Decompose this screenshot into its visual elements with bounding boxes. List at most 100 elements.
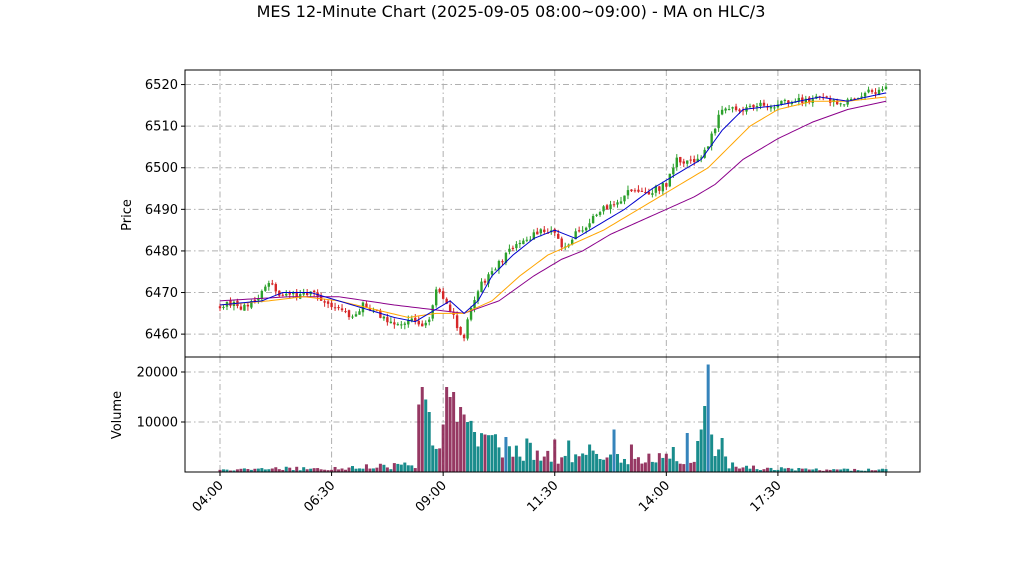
volume-bar	[699, 429, 703, 472]
candle-body	[720, 109, 724, 115]
volume-bar	[804, 468, 808, 472]
volume-bar	[253, 468, 257, 472]
volume-bar	[246, 469, 250, 472]
volume-bar	[309, 468, 313, 472]
volume-bar	[235, 469, 239, 472]
volume-bar	[758, 470, 762, 472]
volume-bar	[263, 469, 267, 472]
candle-body	[536, 231, 539, 235]
volume-bar	[504, 437, 508, 472]
volume-bar	[455, 422, 459, 472]
candle-body	[584, 227, 588, 231]
volume-bar	[347, 467, 351, 472]
candle-body	[393, 322, 396, 325]
candle-body	[867, 89, 870, 93]
candle-body	[532, 232, 536, 240]
candle-body	[455, 315, 459, 329]
volume-bar	[685, 433, 689, 472]
candle-body	[497, 261, 501, 270]
candle-body	[804, 98, 808, 104]
candle-body	[738, 109, 741, 112]
candle-body	[344, 311, 347, 313]
volume-bar	[553, 439, 557, 472]
volume-bar	[643, 462, 647, 472]
volume-bar	[769, 467, 773, 472]
volume-y-ticks: 10000 20000	[137, 366, 185, 431]
volume-bar	[633, 458, 637, 472]
candle-body	[860, 96, 863, 98]
volume-bar	[267, 469, 271, 472]
volume-bar	[563, 455, 567, 472]
volume-bar	[846, 468, 850, 472]
volume-bar	[420, 387, 424, 472]
volume-bar	[783, 468, 787, 472]
volume-bar	[431, 445, 435, 472]
volume-bar	[333, 466, 337, 472]
volume-bar	[514, 445, 518, 472]
volume-bar	[260, 468, 264, 472]
candle-body	[525, 239, 529, 241]
candle-body	[305, 293, 309, 296]
candle-body	[727, 109, 731, 111]
candle-body	[689, 159, 692, 161]
candle-body	[326, 301, 330, 304]
candle-body	[661, 183, 665, 192]
volume-bar	[734, 466, 738, 472]
volume-bar	[382, 464, 386, 472]
volume-bar	[626, 464, 630, 472]
candle-body	[647, 191, 651, 195]
candle-body	[884, 86, 888, 89]
candle-body	[724, 108, 727, 111]
volume-bar	[441, 424, 445, 472]
candle-body	[292, 292, 295, 295]
volume-bar	[295, 466, 299, 472]
volume-bar	[807, 469, 811, 472]
candle-body	[274, 284, 277, 292]
ma-mid-line	[219, 96, 887, 318]
candle-body	[229, 300, 232, 306]
candle-body	[776, 104, 780, 108]
ma-slow-line	[219, 100, 887, 314]
volume-bar	[466, 422, 470, 472]
candle-body	[347, 310, 351, 318]
volume-bar	[748, 468, 752, 472]
candle-body	[783, 99, 787, 101]
candle-body	[560, 238, 563, 248]
volume-bar	[706, 364, 710, 472]
volume-bar	[765, 467, 769, 472]
volume-bar	[793, 470, 797, 472]
volume-bar	[727, 468, 731, 472]
volume-bar	[330, 469, 334, 472]
candle-body	[829, 98, 832, 103]
candle-body	[874, 92, 877, 94]
candle-body	[553, 229, 556, 233]
volume-bar	[720, 438, 724, 472]
candle-body	[445, 298, 448, 304]
candle-body	[846, 99, 849, 105]
volume-bar	[242, 468, 246, 472]
volume-bar	[525, 438, 529, 472]
candle-body	[386, 317, 389, 323]
candle-body	[637, 189, 640, 192]
volume-bar	[288, 467, 292, 472]
volume-bar	[821, 470, 825, 472]
volume-bar	[696, 441, 700, 472]
candle-body	[400, 324, 403, 326]
volume-bar	[853, 468, 857, 472]
volume-bar	[396, 463, 400, 472]
volume-bar	[818, 470, 822, 472]
volume-bar	[221, 469, 225, 472]
volume-bar	[326, 470, 330, 472]
volume-bar	[675, 461, 679, 472]
volume-bar	[881, 468, 885, 472]
candle-body	[281, 294, 284, 296]
candle-body	[271, 283, 274, 285]
volume-bar	[619, 462, 623, 472]
volume-bar	[668, 458, 672, 472]
volume-bar	[532, 459, 536, 472]
volume-bar	[745, 465, 749, 472]
volume-bar	[483, 434, 487, 472]
ma-fast-line	[219, 92, 887, 323]
volume-bar	[657, 453, 661, 472]
candle-body	[790, 102, 794, 105]
